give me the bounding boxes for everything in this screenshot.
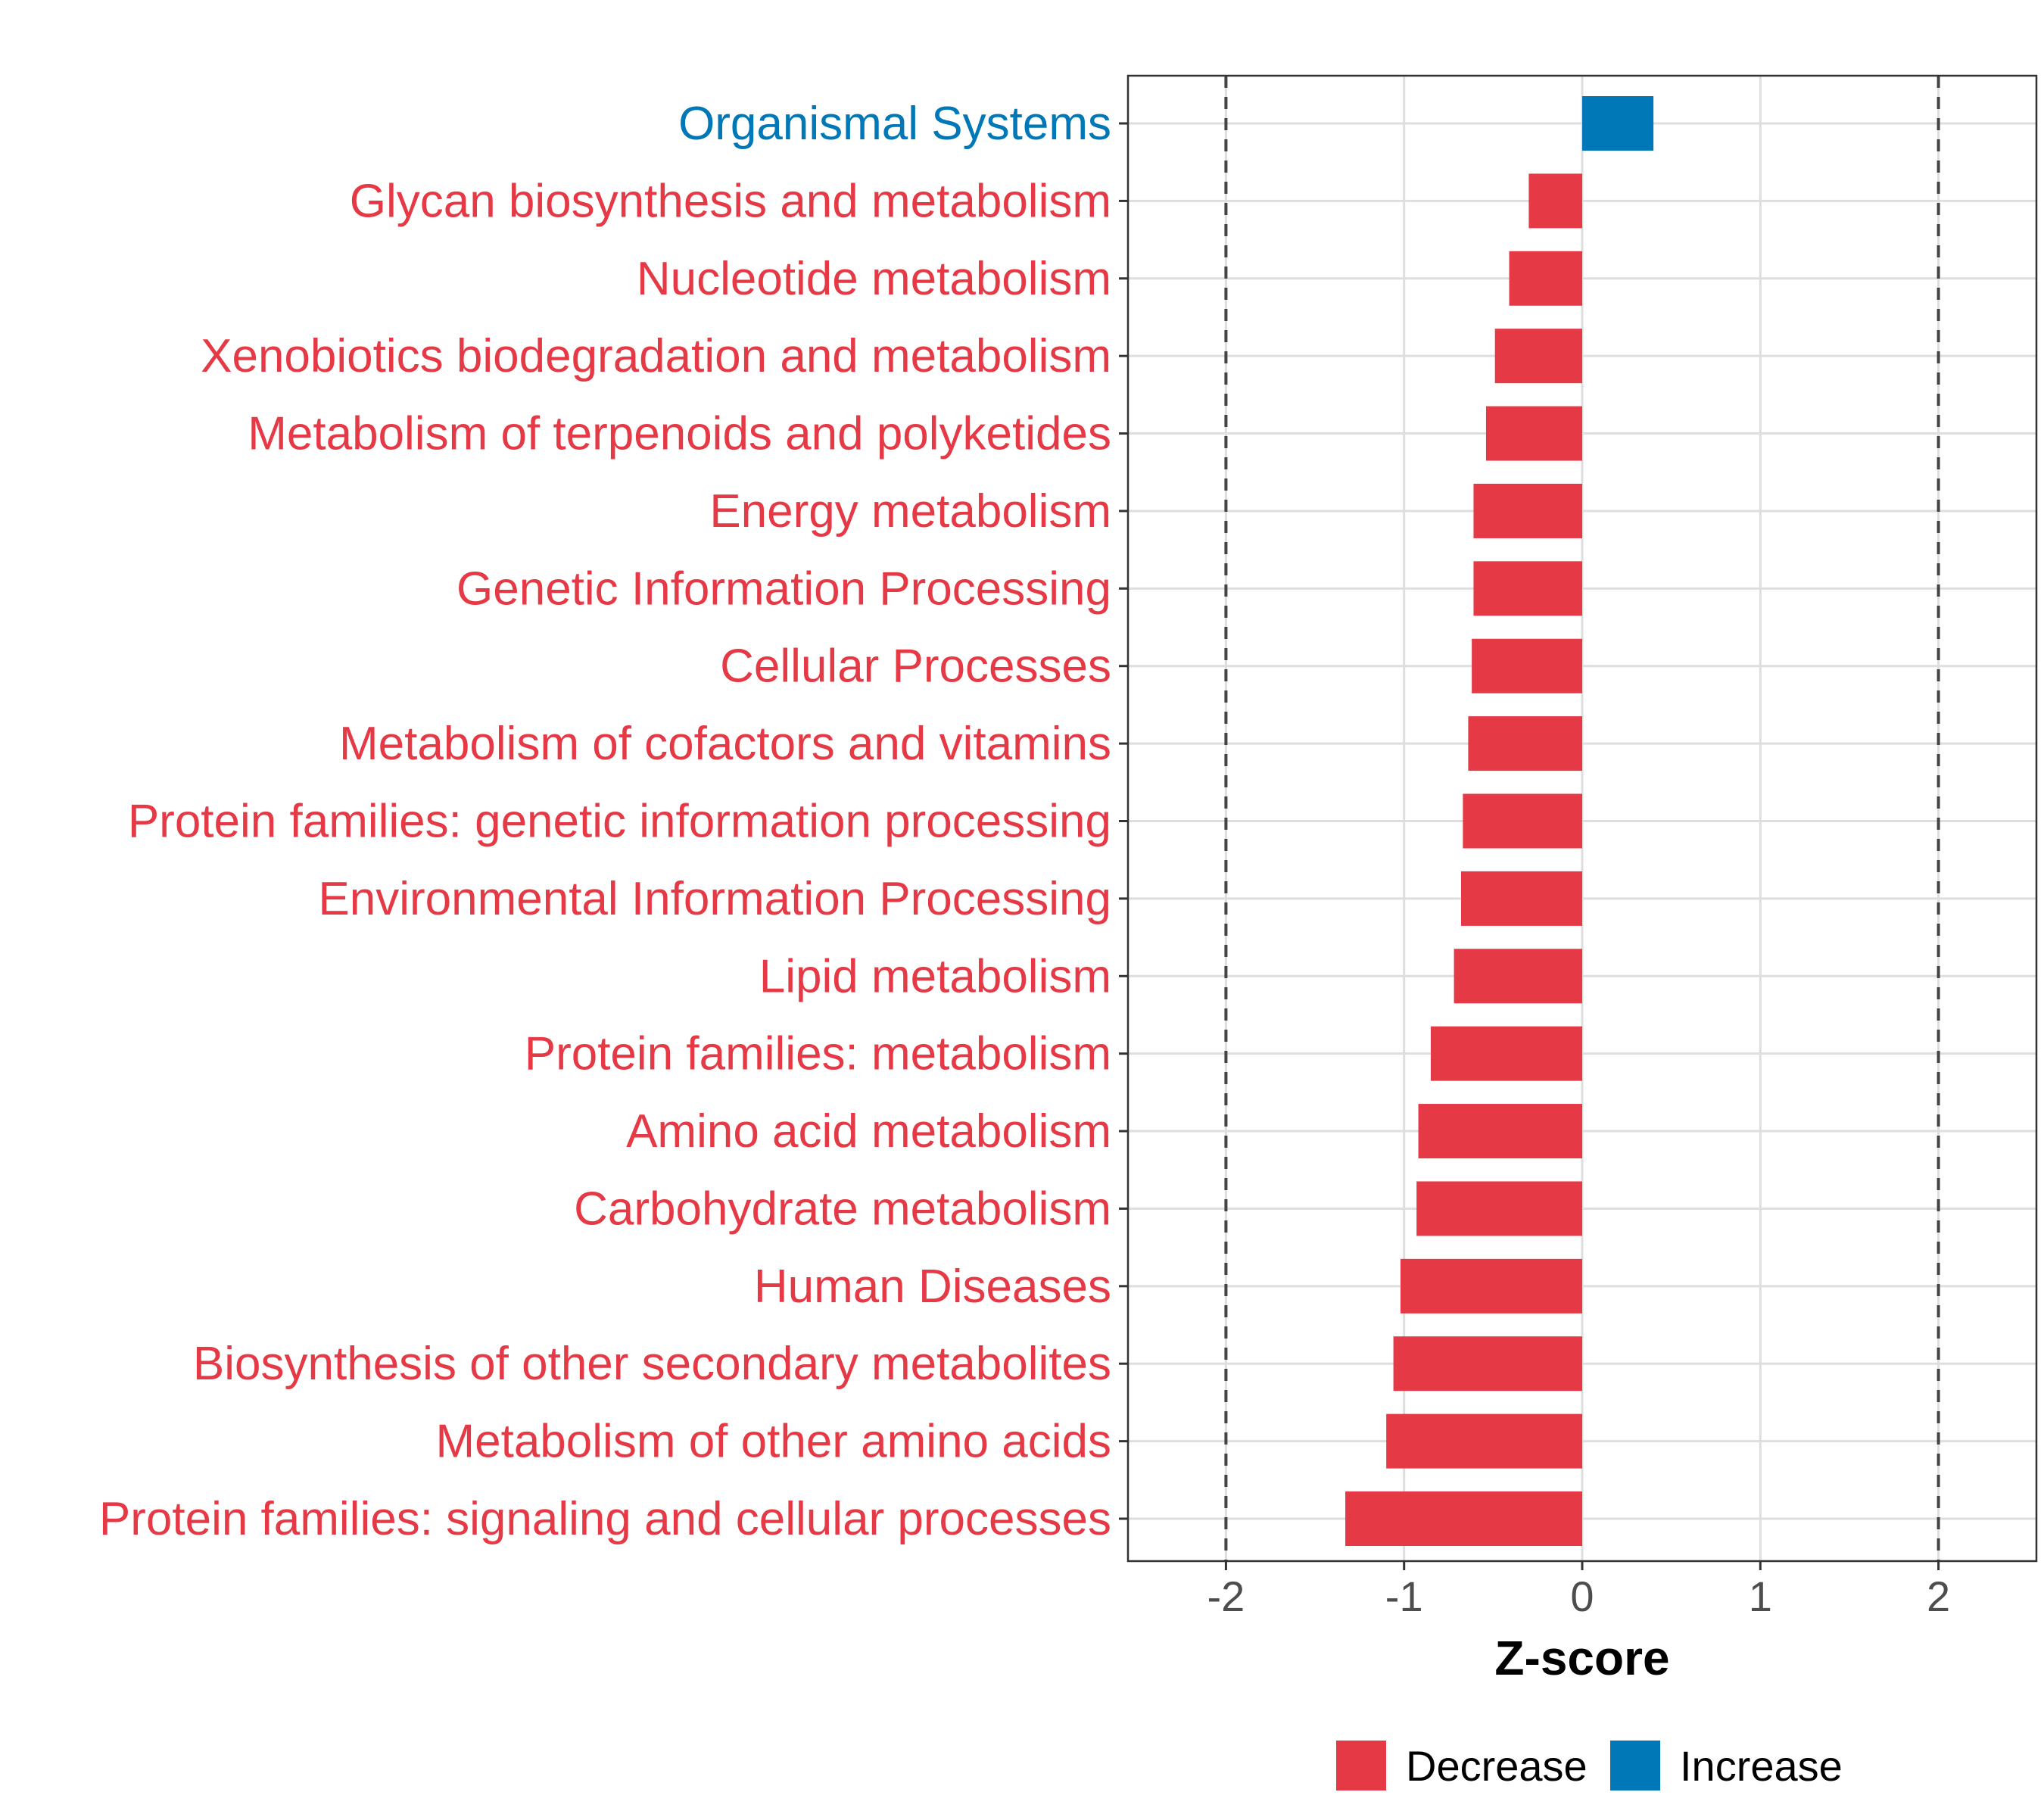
bar bbox=[1494, 329, 1582, 384]
x-tick-label: 0 bbox=[1570, 1572, 1594, 1620]
bar bbox=[1472, 638, 1582, 693]
bar bbox=[1401, 1258, 1582, 1314]
category-label: Biosynthesis of other secondary metaboli… bbox=[193, 1338, 1111, 1390]
bar bbox=[1461, 871, 1582, 926]
bar bbox=[1509, 251, 1582, 306]
category-label: Metabolism of other amino acids bbox=[435, 1416, 1111, 1468]
bar bbox=[1473, 483, 1582, 538]
legend-swatch bbox=[1610, 1741, 1660, 1791]
category-label: Protein families: genetic information pr… bbox=[128, 796, 1111, 848]
category-label: Energy metabolism bbox=[709, 485, 1111, 538]
bar bbox=[1528, 173, 1582, 229]
bar bbox=[1485, 406, 1582, 461]
legend: Decrease Increase bbox=[1336, 1741, 1843, 1791]
category-label: Glycan biosynthesis and metabolism bbox=[350, 175, 1111, 227]
x-tick-label: -2 bbox=[1207, 1572, 1245, 1620]
bar bbox=[1345, 1491, 1582, 1546]
x-tick-label: 1 bbox=[1749, 1572, 1772, 1620]
category-label: Protein families: signaling and cellular… bbox=[99, 1493, 1111, 1545]
category-label: Amino acid metabolism bbox=[626, 1105, 1111, 1158]
x-tick-label: -1 bbox=[1385, 1572, 1423, 1620]
category-label: Organismal Systems bbox=[678, 98, 1111, 150]
bars bbox=[1345, 96, 1654, 1546]
category-label: Genetic Information Processing bbox=[456, 563, 1111, 615]
bar bbox=[1463, 793, 1582, 849]
category-label: Carbohydrate metabolism bbox=[574, 1183, 1111, 1235]
reference-lines bbox=[1224, 76, 1940, 1561]
bar bbox=[1418, 1104, 1582, 1159]
category-label: Protein families: metabolism bbox=[525, 1028, 1111, 1080]
category-label: Environmental Information Processing bbox=[318, 873, 1111, 925]
legend-label: Increase bbox=[1680, 1742, 1843, 1790]
bar bbox=[1431, 1026, 1582, 1081]
category-label: Human Diseases bbox=[754, 1261, 1111, 1313]
bar bbox=[1454, 949, 1582, 1004]
category-label: Cellular Processes bbox=[720, 640, 1111, 693]
category-label: Metabolism of cofactors and vitamins bbox=[339, 718, 1111, 770]
category-label: Lipid metabolism bbox=[759, 950, 1111, 1002]
bar bbox=[1393, 1336, 1582, 1392]
legend-label: Decrease bbox=[1406, 1742, 1588, 1790]
category-labels: Organismal Systems Glycan biosynthesis an… bbox=[99, 98, 1111, 1545]
x-axis-ticks: -2 -1 0 1 2 bbox=[1119, 122, 1950, 1620]
legend-swatch bbox=[1336, 1741, 1386, 1791]
bar bbox=[1386, 1413, 1582, 1469]
bar bbox=[1582, 96, 1654, 151]
x-tick-label: 2 bbox=[1927, 1572, 1950, 1620]
category-label: Metabolism of terpenoids and polyketides bbox=[248, 408, 1111, 460]
bar bbox=[1416, 1181, 1582, 1236]
bar bbox=[1468, 716, 1582, 771]
bar bbox=[1473, 561, 1582, 616]
category-label: Nucleotide metabolism bbox=[637, 253, 1111, 305]
x-axis-title: Z-score bbox=[1494, 1631, 1669, 1685]
category-label: Xenobiotics biodegradation and metabolis… bbox=[201, 330, 1111, 382]
